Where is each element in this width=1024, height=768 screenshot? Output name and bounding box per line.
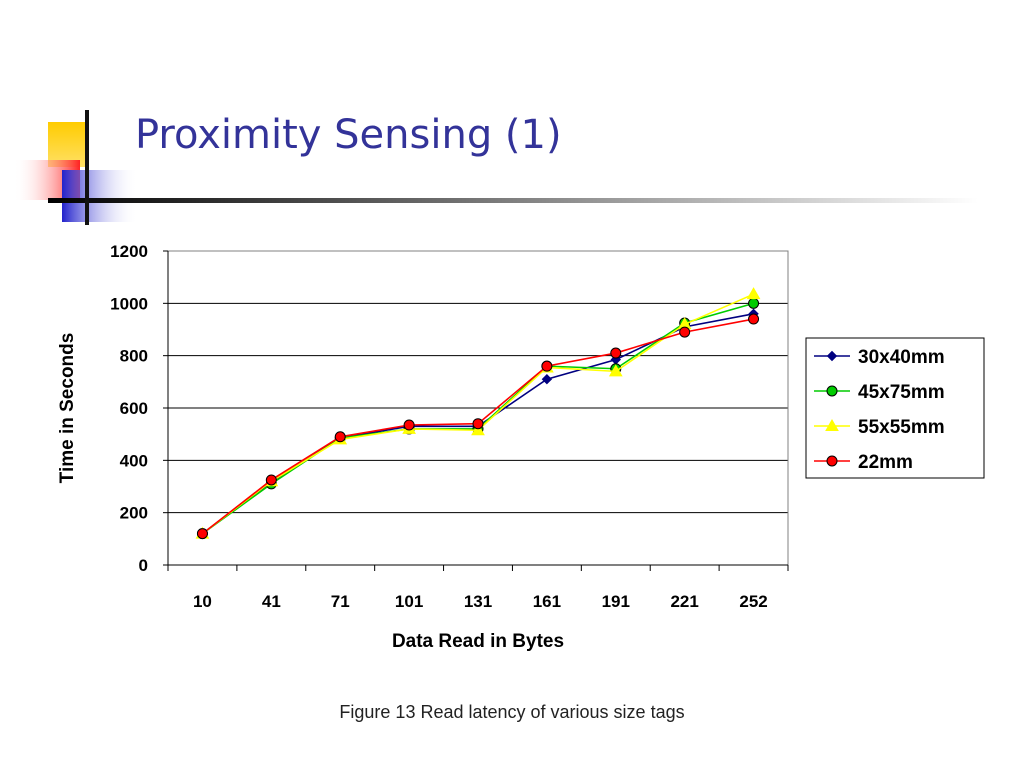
legend-label: 30x40mm (858, 347, 945, 368)
x-tick-label: 252 (739, 592, 767, 611)
y-tick-label: 400 (120, 451, 148, 470)
data-point-22mm (748, 313, 760, 325)
slide-title: Proximity Sensing (1) (135, 112, 562, 158)
chart-legend: 30x40mm 45x75mm 55x55mm 22mm (805, 337, 985, 479)
x-tick-label: 41 (262, 592, 281, 611)
data-point-22mm (679, 326, 691, 338)
series-22mm (196, 313, 760, 540)
series-line-55x55mm (201, 293, 754, 535)
deco-yellow-square (48, 122, 88, 167)
x-tick-label: 131 (464, 592, 492, 611)
y-tick-label: 1200 (110, 242, 148, 261)
x-tick-label: 221 (670, 592, 698, 611)
x-tick-label: 191 (602, 592, 630, 611)
data-point-30x40mm (541, 374, 553, 385)
chart-series (195, 287, 761, 540)
data-point-22mm (541, 360, 553, 372)
data-point-45x75mm (748, 297, 760, 309)
data-point-22mm (265, 474, 277, 486)
data-point-22mm (334, 431, 346, 443)
legend-marker (826, 350, 838, 362)
legend-label: 45x75mm (858, 382, 945, 403)
x-tick-label: 71 (331, 592, 350, 611)
x-tick-label: 101 (395, 592, 423, 611)
legend-label: 22mm (858, 452, 913, 473)
legend-marker (826, 455, 838, 467)
y-tick-label: 1000 (110, 294, 148, 313)
legend-item-55x55mm: 55x55mm (814, 417, 945, 438)
legend-label: 55x55mm (858, 417, 945, 438)
chart-grid (168, 302, 788, 514)
figure-caption: Figure 13 Read latency of various size t… (339, 702, 685, 722)
data-point-22mm (472, 418, 484, 430)
deco-horizontal-line (48, 198, 978, 203)
y-tick-label: 0 (139, 556, 148, 575)
deco-blue-square (62, 170, 138, 222)
legend-item-45x75mm: 45x75mm (814, 382, 945, 403)
y-tick-label: 800 (120, 347, 148, 366)
x-tick-label: 161 (533, 592, 561, 611)
y-tick-label: 200 (120, 504, 148, 523)
legend-marker (826, 385, 838, 397)
legend-item-22mm: 22mm (814, 452, 913, 473)
data-point-55x55mm (608, 364, 623, 377)
legend-box (805, 337, 985, 479)
y-tick-label: 600 (120, 399, 148, 418)
data-point-55x55mm (471, 423, 485, 436)
data-point-55x55mm (746, 287, 761, 300)
legend-marker (825, 418, 839, 431)
chart-axes: 0 200 400 600 800 1000 1200 10 41 71 101 131 161 191 2… (110, 242, 789, 611)
x-axis-title: Data Read in Bytes (392, 631, 564, 652)
legend-item-30x40mm: 30x40mm (814, 347, 945, 368)
data-point-22mm (196, 528, 208, 540)
title-decoration (14, 110, 978, 225)
series-55x55mm (195, 287, 761, 539)
data-point-22mm (610, 347, 622, 359)
data-point-22mm (403, 419, 415, 431)
y-axis-title: Time in Seconds (57, 333, 78, 484)
latency-chart: 0 200 400 600 800 1000 1200 10 41 71 101 131 161 191 2… (57, 242, 985, 652)
deco-vertical-line (85, 110, 89, 225)
x-tick-label: 10 (193, 592, 212, 611)
